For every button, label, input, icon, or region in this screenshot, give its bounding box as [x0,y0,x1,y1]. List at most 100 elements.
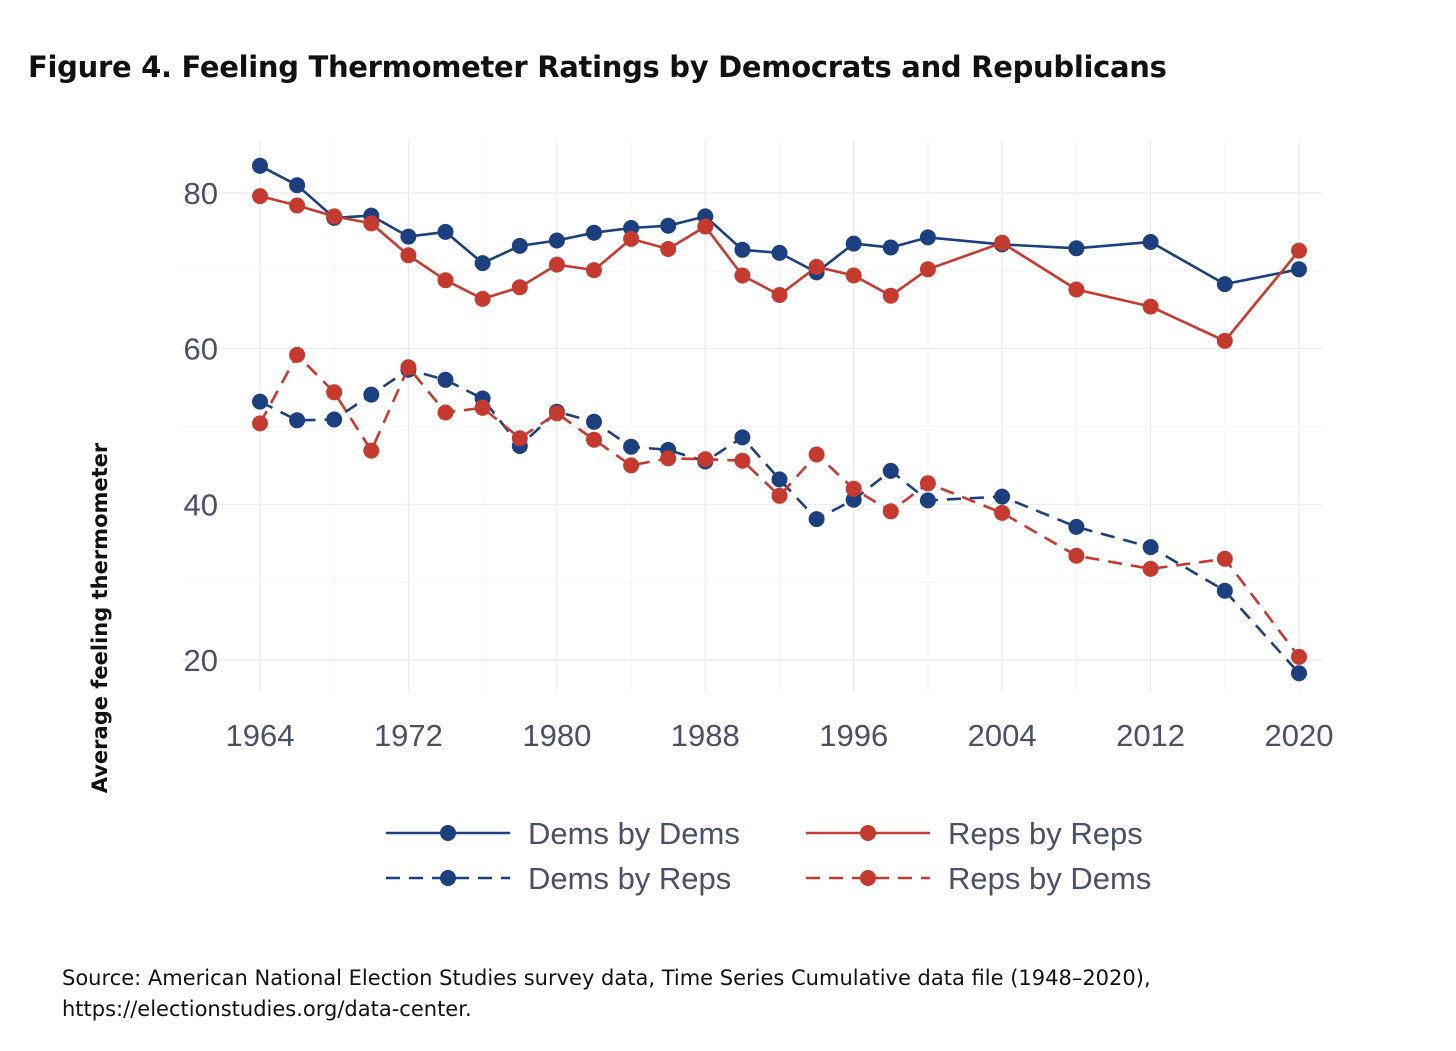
data-point [994,488,1011,505]
data-point [474,255,491,272]
data-point [437,223,454,240]
series-dems-by-dems [252,157,1307,293]
data-point [586,224,602,241]
data-point [252,188,268,205]
grid-lines [182,140,1322,692]
data-point [919,492,936,509]
legend: Dems by Dems Reps by Reps Dems by Reps Reps… [386,816,1151,896]
x-tick-label: 1996 [819,718,888,753]
data-point [511,279,528,296]
data-point [326,411,343,428]
data-point [623,457,640,474]
data-point [1068,240,1085,257]
data-point [1216,332,1233,349]
data-point [363,215,380,232]
data-point [437,371,454,388]
data-point [1291,242,1307,259]
source-line-2: https://electionstudies.org/data-center. [62,997,472,1021]
data-point [734,452,751,469]
series-reps-by-reps [252,188,1307,349]
data-point [548,405,565,422]
legend-marker [440,870,456,886]
x-tick-label: 1980 [522,718,591,753]
data-point [289,346,306,363]
legend-item: Reps by Reps [806,816,1143,851]
data-point [734,267,751,284]
data-point [437,272,454,289]
data-point [808,446,825,463]
data-point [400,228,417,245]
series-lines [252,157,1307,682]
legend-label: Reps by Reps [948,816,1143,851]
data-point [771,487,788,504]
data-point [1291,648,1307,665]
data-point [882,503,899,520]
data-point [400,359,417,376]
data-point [586,262,602,279]
data-point [511,430,528,447]
x-tick-label: 2012 [1116,718,1185,753]
data-point [363,386,380,403]
legend-marker [860,870,876,886]
y-tick-label: 40 [184,487,218,522]
data-point [734,241,751,258]
data-point [289,412,306,429]
data-point [289,197,306,214]
data-point [400,247,417,264]
data-point [845,480,862,497]
data-point [252,415,268,432]
series-line [259,194,1301,343]
data-point [474,290,491,307]
data-point [1216,276,1233,293]
data-point [1216,550,1233,567]
x-axis-ticks: 1964 1972 1980 1988 1996 2004 2012 2020 [226,718,1334,753]
page-title: Figure 4. Feeling Thermometer Ratings by… [28,50,1167,84]
y-tick-label: 20 [184,643,218,678]
data-point [586,413,602,430]
data-point [994,504,1011,521]
data-point [437,404,454,421]
data-point [252,157,268,174]
legend-label: Reps by Dems [948,861,1151,896]
data-point [1216,582,1233,599]
data-point [326,208,343,225]
data-point [474,399,491,416]
legend-marker [440,825,456,841]
data-point [660,450,677,467]
data-point [586,431,602,448]
data-point [326,384,343,401]
data-point [660,217,677,234]
data-point [1142,234,1159,250]
data-point [845,267,862,284]
data-point [919,229,936,246]
data-point [994,234,1011,251]
legend-label: Dems by Dems [528,816,740,851]
data-point [1068,518,1085,535]
data-point [289,177,306,194]
data-point [548,256,565,273]
data-point [1142,298,1159,315]
x-tick-label: 2020 [1265,718,1334,753]
x-tick-label: 1988 [671,718,740,753]
data-point [252,393,268,410]
data-point [1068,547,1085,564]
legend-item: Reps by Dems [806,861,1151,896]
y-axis-ticks: 20 40 60 80 [184,176,218,678]
data-point [1142,560,1159,577]
data-point [771,471,788,488]
data-point [919,261,936,278]
data-point [1142,539,1159,556]
data-point [1291,261,1307,278]
data-point [845,235,862,252]
x-tick-label: 1972 [374,718,443,753]
data-point [1068,281,1085,298]
data-point [548,232,565,249]
data-point [808,511,825,528]
data-point [511,237,528,254]
data-point [882,462,899,479]
data-point [771,287,788,303]
series-line [258,353,1301,658]
data-point [1291,665,1307,682]
x-tick-label: 2004 [968,718,1037,753]
data-point [697,451,714,468]
